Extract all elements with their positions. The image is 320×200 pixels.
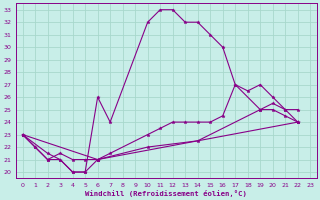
X-axis label: Windchill (Refroidissement éolien,°C): Windchill (Refroidissement éolien,°C) [85, 190, 247, 197]
